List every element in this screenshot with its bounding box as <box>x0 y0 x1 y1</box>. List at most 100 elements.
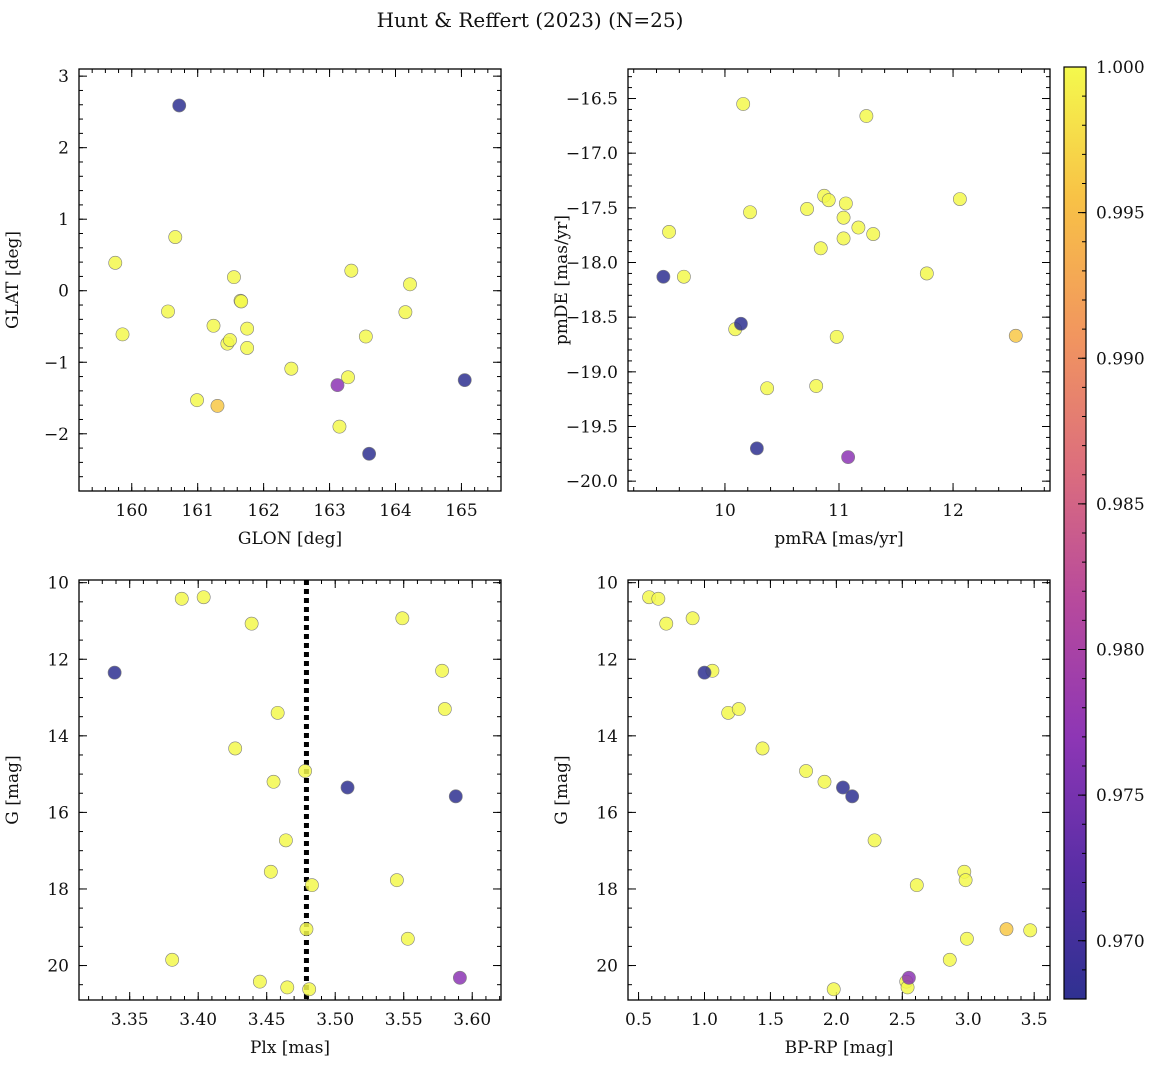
panel-bprp-g: 0.5 1.0 1.5 2.0 2.5 3.0 3.5 10 12 14 16 18 20 BP-RP [… <box>552 574 1051 1058</box>
scatter-point <box>836 780 850 795</box>
scatter-point <box>760 381 775 396</box>
scatter-point <box>270 705 285 720</box>
x-axis-label: BP-RP [mag] <box>785 1038 894 1058</box>
axes-frame <box>627 579 1051 1001</box>
y-tick-label: −19.0 <box>566 363 618 383</box>
y-tick-label: −16.5 <box>566 90 618 110</box>
x-tick-label: 2.0 <box>823 1010 850 1030</box>
scatter-point <box>190 393 204 408</box>
x-axis-label: Plx [mas] <box>250 1038 330 1058</box>
scatter-point <box>743 205 757 220</box>
x-tick-label: 160 <box>116 501 148 521</box>
scatter-point <box>942 952 957 967</box>
scatter-point <box>252 974 267 989</box>
y-tick-label: 12 <box>47 650 69 670</box>
scatter-point <box>403 277 417 292</box>
scatter-point <box>866 227 881 241</box>
colorbar-tick-label: 0.990 <box>1096 349 1145 369</box>
scatter-point <box>836 210 851 225</box>
scatter-point <box>389 873 404 888</box>
scatter-point <box>813 241 828 256</box>
scatter-points <box>107 590 467 997</box>
y-tick-label: 3 <box>58 67 69 87</box>
scatter-point <box>228 741 243 756</box>
scatter-point <box>165 952 180 967</box>
y-tick-label: 16 <box>47 803 69 823</box>
y-axis-label: pmDE [mas/yr] <box>552 215 572 345</box>
scatter-point <box>278 833 293 848</box>
scatter-point <box>206 318 221 333</box>
scatter-point <box>435 663 449 678</box>
scatter-point <box>108 255 123 270</box>
y-tick-label: 18 <box>47 880 69 900</box>
scatter-point <box>800 202 814 216</box>
scatter-point <box>223 333 237 347</box>
scatter-point <box>340 780 355 795</box>
x-tick-label: 3.40 <box>179 1010 217 1030</box>
y-tick-label: 18 <box>596 880 618 900</box>
y-tick-label: −18.0 <box>566 254 618 274</box>
panel-glon-glat: 160 161 162 163 164 165 −2 −1 0 1 2 3 GLON [deg] GLAT… <box>3 67 502 549</box>
scatter-point <box>299 922 314 937</box>
y-tick-label: −1 <box>44 353 69 373</box>
axes-frame <box>78 579 502 1001</box>
y-tick-label: 14 <box>596 727 618 747</box>
scatter-point <box>838 196 853 211</box>
scatter-point <box>909 878 924 893</box>
panel-plx-g: 3.35 3.40 3.45 3.50 3.55 3.60 10 12 14 16 18 20 Plx … <box>3 574 502 1058</box>
scatter-point <box>298 764 312 778</box>
scatter-point <box>437 702 452 716</box>
x-tick-label: 3.55 <box>385 1010 423 1030</box>
scatter-points <box>108 98 472 461</box>
scatter-point <box>196 590 211 605</box>
scatter-point <box>362 446 377 461</box>
x-tick-label: 10 <box>714 501 736 521</box>
scatter-point <box>952 192 967 206</box>
scatter-point <box>172 98 187 113</box>
scatter-point <box>829 329 844 344</box>
y-tick-label: 16 <box>596 803 618 823</box>
y-tick-label: 10 <box>596 574 618 594</box>
y-tick-label: 1 <box>58 210 69 230</box>
y-tick-label: −18.5 <box>566 308 618 328</box>
figure-title: Hunt & Reffert (2023) (N=25) <box>377 8 684 32</box>
scatter-point <box>656 269 671 284</box>
scatter-point <box>161 304 175 319</box>
y-tick-label: −19.5 <box>566 417 618 437</box>
x-tick-label: 1.5 <box>757 1010 784 1030</box>
scatter-point <box>821 193 836 208</box>
scatter-point <box>755 741 770 756</box>
scatter-point <box>859 109 874 123</box>
x-tick-label: 165 <box>445 501 477 521</box>
scatter-point <box>341 370 355 385</box>
x-tick-label: 3.60 <box>453 1010 491 1030</box>
scatter-point <box>901 970 916 985</box>
x-tick-label: 3.35 <box>111 1010 149 1030</box>
colorbar-tick-label: 0.985 <box>1096 495 1145 515</box>
scatter-point <box>817 774 832 789</box>
colorbar-tick-label: 0.980 <box>1096 641 1145 661</box>
x-tick-label: 12 <box>942 501 964 521</box>
y-axis-label: G [mag] <box>552 755 572 824</box>
scatter-point <box>174 591 189 606</box>
scatter-point <box>344 263 359 278</box>
scatter-point <box>734 316 748 331</box>
colorbar-tick-label: 1.000 <box>1096 58 1145 78</box>
scatter-point <box>809 379 824 393</box>
scatter-point <box>960 931 974 946</box>
scatter-point <box>662 224 676 239</box>
scatter-point <box>452 970 467 985</box>
y-tick-label: 12 <box>596 650 618 670</box>
scatter-point <box>168 230 183 244</box>
scatter-point <box>841 450 856 465</box>
scatter-point <box>284 361 299 376</box>
scatter-point <box>1023 923 1038 938</box>
scatter-point <box>210 398 225 413</box>
scatter-point <box>836 231 851 246</box>
axes-frame <box>627 68 1051 492</box>
minor-ticks <box>628 69 1050 491</box>
x-axis-label: GLON [deg] <box>238 529 342 549</box>
scatter-point <box>395 611 410 626</box>
